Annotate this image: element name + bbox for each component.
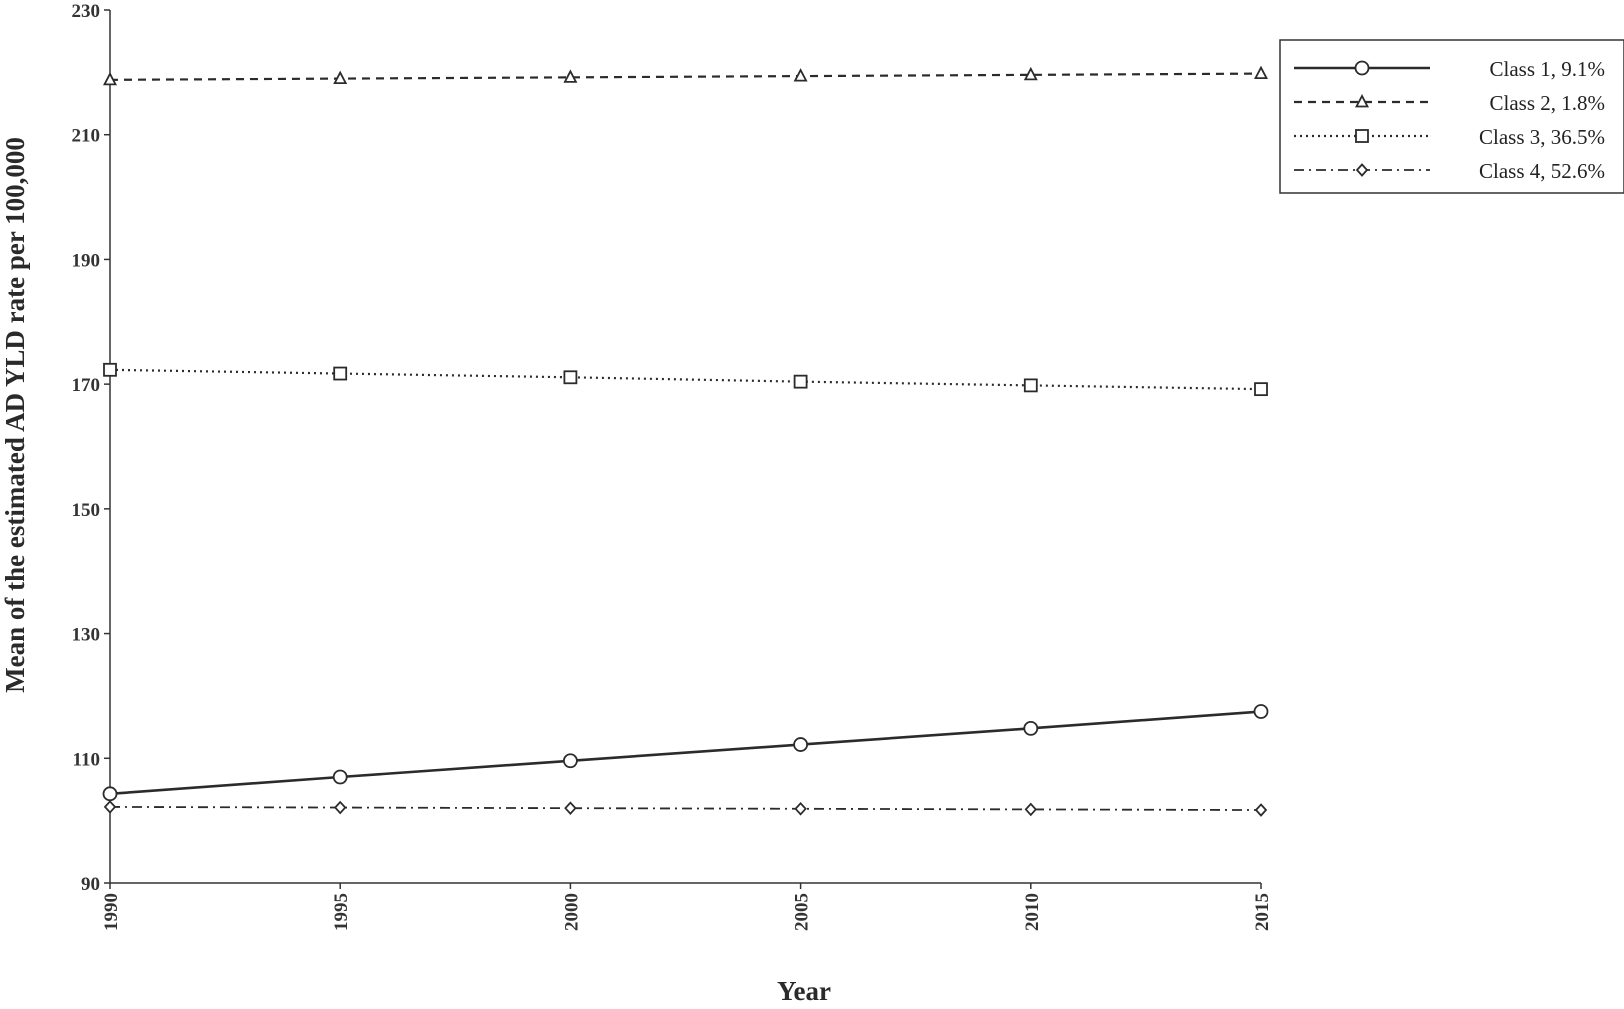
legend-box	[1279, 39, 1624, 194]
legend: Class 1, 9.1% Class 2, 1.8% Class 3, 36.5%…	[1279, 39, 1624, 194]
y-tick-label: 90	[81, 874, 100, 895]
data-point	[103, 71, 117, 86]
data-point	[1023, 378, 1038, 393]
series-1	[102, 704, 1269, 802]
data-point	[1023, 66, 1038, 81]
x-axis-ticks: 1990 1995 2000 2005 2010 2015	[101, 883, 1273, 931]
legend-label: Class 3, 36.5%	[1479, 125, 1605, 149]
data-point	[564, 801, 577, 816]
y-tick-label: 150	[72, 500, 101, 521]
legend-items: Class 1, 9.1% Class 2, 1.8% Class 3, 36.5%…	[1294, 57, 1605, 183]
y-tick-label: 130	[72, 625, 101, 646]
series-layer	[102, 65, 1269, 817]
y-axis-ticks: 90 110 130 150 170 190 210 230	[72, 1, 110, 895]
legend-label: Class 4, 52.6%	[1479, 159, 1605, 183]
series-line	[109, 72, 1262, 81]
series-line	[109, 710, 1262, 796]
legend-item: Class 2, 1.8%	[1294, 91, 1605, 115]
legend-marker-triangle	[1355, 94, 1369, 108]
y-tick-label: 110	[73, 749, 100, 770]
data-point	[103, 362, 117, 377]
legend-marker-diamond	[1355, 163, 1369, 177]
data-point	[793, 374, 808, 389]
legend-label: Class 1, 9.1%	[1490, 57, 1606, 81]
y-tick-label: 170	[72, 375, 101, 396]
data-point	[563, 69, 578, 83]
series-line	[109, 806, 1262, 811]
x-tick-label: 1990	[101, 893, 122, 931]
x-tick-label: 2005	[792, 893, 813, 931]
data-point	[1253, 704, 1269, 719]
legend-item: Class 4, 52.6%	[1294, 159, 1605, 183]
data-point	[794, 801, 807, 816]
data-point	[563, 753, 578, 769]
data-point	[102, 786, 118, 802]
x-tick-label: 2000	[561, 893, 582, 931]
data-point	[563, 370, 578, 385]
data-point	[1254, 382, 1268, 397]
series-3	[103, 362, 1268, 397]
legend-marker-square	[1355, 129, 1369, 143]
series-2	[103, 65, 1268, 86]
y-axis-title: Mean of the estimated AD YLD rate per 10…	[0, 137, 30, 693]
y-tick-label: 190	[72, 250, 101, 271]
x-tick-label: 1995	[331, 893, 352, 931]
data-point	[793, 68, 808, 82]
legend-label: Class 2, 1.8%	[1490, 91, 1606, 115]
series-line	[109, 368, 1262, 391]
legend-item: Class 3, 36.5%	[1294, 125, 1605, 149]
x-tick-label: 2010	[1022, 893, 1043, 931]
x-tick-label: 2015	[1252, 893, 1273, 931]
data-point	[1024, 802, 1038, 817]
data-point	[1023, 720, 1039, 736]
data-point	[332, 769, 348, 785]
x-axis-title: Year	[777, 976, 831, 1006]
legend-marker-circle	[1354, 60, 1370, 76]
legend-item: Class 1, 9.1%	[1294, 57, 1605, 81]
data-point	[793, 737, 808, 752]
data-point	[1254, 65, 1268, 80]
data-point	[333, 70, 348, 84]
y-tick-label: 230	[72, 1, 101, 22]
data-point	[333, 366, 348, 381]
data-point	[333, 800, 347, 815]
series-4	[103, 800, 1268, 817]
data-point	[1254, 803, 1268, 817]
y-tick-label: 210	[72, 126, 101, 147]
data-point	[103, 800, 117, 814]
